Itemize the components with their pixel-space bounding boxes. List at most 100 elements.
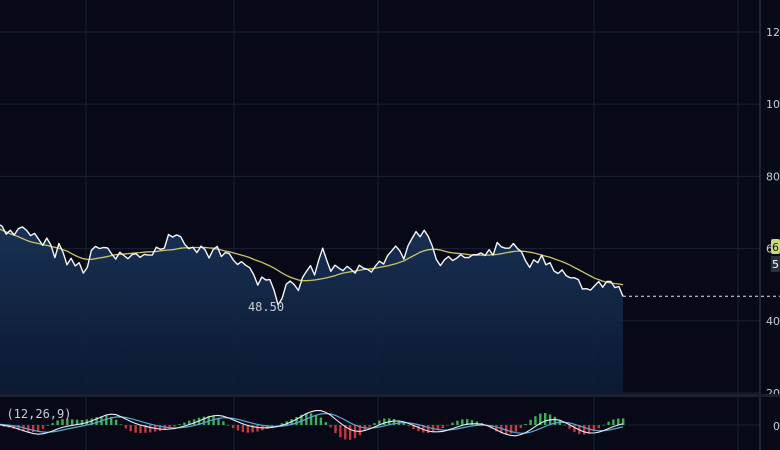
moving-average-line bbox=[0, 228, 624, 286]
macd-histogram-bar bbox=[441, 425, 444, 428]
y-tick-label: 100 bbox=[766, 98, 780, 111]
macd-histogram-bar bbox=[66, 418, 69, 425]
macd-histogram-bar bbox=[553, 416, 557, 425]
macd-histogram-bar bbox=[168, 425, 171, 428]
macd-histogram-bar bbox=[568, 425, 571, 429]
macd-histogram-bar bbox=[407, 425, 410, 427]
macd-histogram-bar bbox=[534, 416, 537, 425]
macd-histogram-bar bbox=[51, 423, 54, 425]
macd-histogram-bar bbox=[334, 425, 337, 434]
macd-histogram-bar bbox=[202, 416, 206, 425]
macd-histogram-bar bbox=[207, 415, 210, 425]
macd-histogram-bar bbox=[373, 423, 376, 425]
macd-histogram-bar bbox=[329, 425, 332, 428]
macd-histogram-bar bbox=[456, 420, 459, 425]
price-axis[interactable]: 20406080100120 bbox=[759, 0, 780, 450]
macd-histogram-bar bbox=[539, 413, 542, 425]
macd-histogram-bar bbox=[105, 415, 108, 425]
macd-histogram-bar bbox=[412, 425, 415, 429]
y-tick-label: 120 bbox=[766, 26, 780, 39]
macd-histogram-bar bbox=[227, 424, 230, 426]
macd-histogram-bar bbox=[231, 425, 235, 429]
price-badge-text: 6 bbox=[772, 241, 779, 254]
macd-histogram-bar bbox=[622, 418, 625, 425]
macd-histogram-bar bbox=[178, 424, 181, 425]
macd-histogram-bar bbox=[519, 425, 522, 428]
macd-histogram-bar bbox=[222, 421, 225, 425]
macd-histogram-bar bbox=[295, 417, 298, 425]
macd-histogram-bar bbox=[192, 419, 196, 425]
macd-histogram-bar bbox=[348, 425, 352, 440]
macd-histogram-bar bbox=[344, 425, 347, 440]
macd-histogram-bar bbox=[183, 422, 186, 425]
macd-histogram-bar bbox=[524, 424, 527, 425]
macd-histogram-bar bbox=[158, 425, 162, 431]
macd-histogram-bar bbox=[56, 420, 59, 425]
y-tick-label: 80 bbox=[766, 170, 780, 183]
macd-histogram-bar bbox=[597, 425, 600, 429]
macd-histogram-bar bbox=[358, 425, 362, 436]
macd-histogram-bar bbox=[80, 419, 84, 425]
macd-histogram-bar bbox=[451, 422, 454, 425]
macd-histogram-bar bbox=[490, 425, 493, 429]
macd-histogram-bar bbox=[446, 425, 449, 426]
macd-histogram-bar bbox=[422, 425, 425, 433]
macd-zero-tick: 0 bbox=[773, 420, 780, 433]
macd-histogram-bar bbox=[461, 419, 464, 425]
macd-histogram-bar bbox=[300, 414, 303, 425]
macd-histogram-bar bbox=[324, 422, 327, 425]
price-badge-sub-text: 5 bbox=[772, 258, 779, 271]
macd-histogram-bar bbox=[188, 420, 191, 425]
macd-histogram-bar bbox=[544, 413, 547, 425]
macd-histogram-bar bbox=[251, 425, 254, 433]
macd-histogram-bar bbox=[339, 425, 342, 438]
macd-histogram-bar bbox=[173, 425, 176, 427]
macd-histogram-bar bbox=[41, 425, 45, 429]
macd-histogram-bar bbox=[285, 421, 288, 425]
macd-histogram-bar bbox=[246, 425, 249, 433]
macd-histogram-bar bbox=[110, 416, 113, 425]
macd-histogram-bar bbox=[90, 418, 93, 425]
macd-histogram-bar bbox=[563, 424, 566, 426]
y-tick-label: 40 bbox=[766, 315, 780, 328]
low-price-annotation: 48.50 bbox=[248, 300, 284, 314]
macd-histogram-bar bbox=[402, 423, 405, 425]
macd-histogram-bar bbox=[71, 419, 74, 425]
price-badge: 6 5 bbox=[771, 239, 780, 272]
macd-indicator-label[interactable]: D (12,26,9) bbox=[0, 407, 71, 421]
macd-histogram-bar bbox=[144, 425, 147, 433]
y-tick-label: 20 bbox=[766, 387, 780, 400]
macd-histogram-bar bbox=[61, 419, 64, 425]
macd-histogram-bar bbox=[212, 416, 215, 425]
macd-histogram-bar bbox=[514, 425, 518, 432]
macd-histogram-bar bbox=[436, 425, 440, 430]
macd-histogram-bar bbox=[509, 425, 513, 434]
macd-histogram-bar bbox=[378, 420, 381, 425]
macd-histogram-bar bbox=[368, 425, 371, 427]
macd-histogram-bar bbox=[17, 425, 20, 431]
price-line bbox=[0, 224, 624, 306]
macd-histogram-bar bbox=[139, 425, 142, 433]
macd-histogram-bar bbox=[129, 425, 132, 432]
macd-histogram-bar bbox=[114, 419, 118, 425]
macd-histogram-bar bbox=[217, 418, 220, 425]
macd-histogram-bar bbox=[275, 425, 279, 426]
macd-histogram-bar bbox=[236, 425, 240, 431]
macd-histogram-bar bbox=[470, 420, 474, 425]
macd-histogram-bar bbox=[466, 419, 469, 425]
macd-histogram-bar bbox=[602, 424, 605, 426]
macd-histogram-bar bbox=[607, 421, 610, 425]
pane-separator[interactable] bbox=[0, 394, 780, 397]
macd-histogram-bar bbox=[475, 421, 479, 425]
macd-histogram-bar bbox=[46, 425, 49, 426]
macd-histogram-bar bbox=[256, 425, 259, 432]
macd-histogram-bar bbox=[134, 425, 137, 433]
macd-histogram-bar bbox=[314, 414, 318, 425]
macd-histogram-bar bbox=[529, 419, 532, 425]
macd-histogram-bar bbox=[592, 425, 596, 432]
macd-histogram-bar bbox=[149, 425, 152, 433]
macd-signal-line bbox=[0, 412, 624, 434]
macd-histogram-bar bbox=[124, 425, 128, 429]
